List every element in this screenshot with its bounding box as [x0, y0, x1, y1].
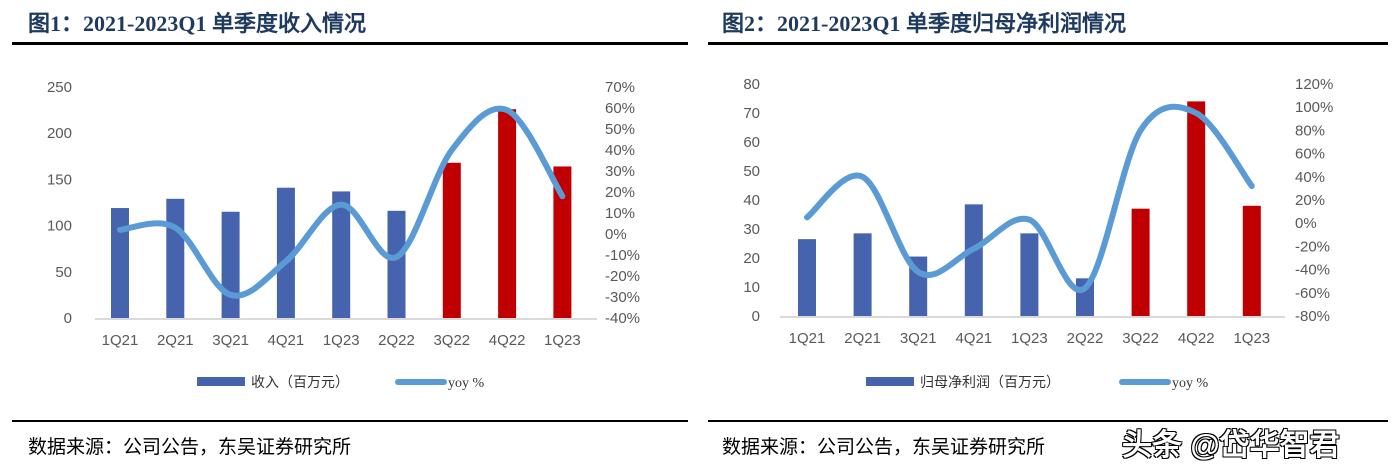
y2-tick-label: -30%	[605, 289, 640, 306]
chart2-source: 数据来源：公司公告，东吴证券研究所	[722, 437, 1046, 458]
y2-tick-label: 80%	[1295, 122, 1325, 139]
x-tick-label: 4Q22	[1178, 330, 1215, 347]
x-tick-label: 1Q23	[323, 332, 360, 349]
legend-bar-label: 收入（百万元）	[251, 375, 349, 391]
x-tick-label: 1Q23	[544, 332, 581, 349]
y2-tick-label: -10%	[605, 247, 640, 264]
x-tick-label: 1Q21	[789, 330, 826, 347]
bar	[553, 166, 572, 318]
y-tick-label: 80	[743, 76, 760, 93]
legend-bar-label: 归母净利润（百万元）	[920, 374, 1060, 391]
watermark: 头条 @岱华智君	[1122, 429, 1340, 462]
y-tick-label: 70	[743, 105, 760, 122]
chart2-footer-rule	[708, 420, 1388, 422]
legend-line-label: yoy %	[1172, 376, 1209, 391]
bar	[1187, 101, 1206, 317]
y-tick-label: 20	[743, 250, 760, 267]
chart2: 0 10 20 30 40 50 60 70 80 -80% -60% -40% -20% 0% 20% 40…	[743, 76, 1333, 391]
y-tick-label: 50	[55, 264, 72, 281]
y-tick-label: 200	[47, 125, 72, 142]
x-tick-label: 1Q23	[1011, 330, 1048, 347]
bar	[276, 187, 295, 318]
y-tick-label: 0	[64, 310, 72, 327]
chart1-title-rule	[12, 42, 688, 45]
y2-tick-label: -40%	[605, 310, 640, 327]
y-tick-label: 250	[47, 79, 72, 96]
x-tick-label: 4Q22	[489, 332, 526, 349]
yoy-line	[804, 103, 1255, 294]
bar	[166, 198, 185, 318]
x-tick-label: 3Q21	[900, 330, 937, 347]
chart1: 0 50 100 150 200 250 -40% -30% -20% -10% 0% 10% 20% 3…	[47, 79, 640, 391]
chart1-title: 图1：2021-2023Q1 单季度收入情况	[28, 11, 366, 36]
y-tick-label: 0	[752, 308, 760, 325]
legend-line-label: yoy %	[448, 376, 485, 391]
x-tick-label: 3Q22	[433, 332, 470, 349]
y2-tick-label: 70%	[605, 79, 635, 96]
legend-bar-swatch	[197, 377, 245, 386]
y2-tick-label: 10%	[605, 205, 635, 222]
chart2-title: 图2：2021-2023Q1 单季度归母净利润情况	[722, 11, 1126, 36]
chart1-footer-rule	[12, 420, 688, 422]
x-tick-label: 1Q21	[102, 332, 139, 349]
bar	[1242, 205, 1261, 316]
y-tick-label: 10	[743, 279, 760, 296]
bar	[111, 208, 129, 318]
y2-tick-label: -20%	[605, 268, 640, 285]
bar	[442, 162, 461, 318]
chart2-title-rule	[708, 42, 1388, 45]
y2-tick-label: 20%	[1295, 192, 1325, 209]
y2-tick-label: -60%	[1295, 285, 1330, 302]
y-tick-label: 40	[743, 192, 760, 209]
x-tick-label: 2Q22	[378, 332, 415, 349]
y2-tick-label: 20%	[605, 184, 635, 201]
y2-tick-label: 0%	[605, 226, 627, 243]
x-tick-label: 3Q22	[1122, 330, 1159, 347]
y2-tick-label: -80%	[1295, 308, 1330, 325]
bar	[798, 239, 816, 316]
y2-tick-label: -40%	[1295, 262, 1330, 279]
y2-tick-label: 30%	[605, 163, 635, 180]
bar	[498, 109, 517, 319]
y2-tick-label: 120%	[1295, 76, 1333, 93]
y-tick-label: 30	[743, 221, 760, 238]
y-tick-label: 150	[47, 171, 72, 188]
y2-tick-label: 100%	[1295, 99, 1333, 116]
x-tick-label: 2Q21	[157, 332, 194, 349]
x-tick-label: 4Q21	[955, 330, 992, 347]
y2-tick-label: 0%	[1295, 215, 1317, 232]
x-tick-label: 3Q21	[212, 332, 249, 349]
legend-bar-swatch	[866, 377, 914, 386]
y2-tick-label: 50%	[605, 121, 635, 138]
bar	[332, 191, 351, 318]
bar	[221, 211, 240, 318]
chart1-source: 数据来源：公司公告，东吴证券研究所	[28, 437, 352, 458]
y2-tick-label: 60%	[605, 100, 635, 117]
y-tick-label: 100	[47, 218, 72, 235]
y2-tick-label: 40%	[1295, 169, 1325, 186]
x-tick-label: 2Q21	[844, 330, 881, 347]
bar	[387, 210, 406, 318]
x-tick-label: 4Q21	[268, 332, 305, 349]
bar	[1020, 233, 1039, 316]
y-tick-label: 50	[743, 163, 760, 180]
x-tick-label: 2Q22	[1067, 330, 1104, 347]
x-tick-label: 1Q23	[1233, 330, 1270, 347]
bar	[964, 204, 983, 316]
y-tick-label: 60	[743, 134, 760, 151]
y2-tick-label: -20%	[1295, 238, 1330, 255]
yoy-line	[117, 105, 566, 299]
bar	[853, 233, 872, 316]
y2-tick-label: 40%	[605, 142, 635, 159]
y2-tick-label: 60%	[1295, 146, 1325, 163]
bar	[1131, 208, 1150, 316]
